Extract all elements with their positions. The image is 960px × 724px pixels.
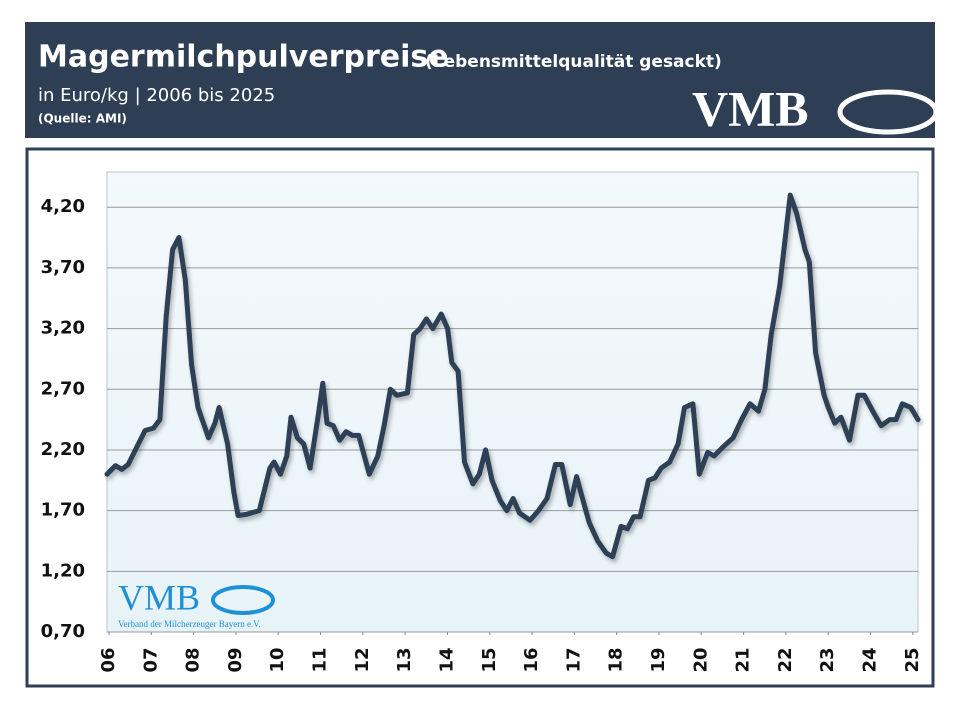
source: (Quelle: AMI)	[38, 112, 127, 126]
x-tick-label: 19	[648, 647, 669, 672]
y-tick-label: 2,70	[41, 378, 85, 399]
y-tick-label: 3,20	[41, 318, 85, 339]
x-tick-label: 06	[98, 647, 119, 672]
x-tick-label: 10	[267, 647, 288, 672]
x-tick-label: 23	[817, 647, 838, 672]
x-tick-label: 25	[902, 647, 923, 672]
y-tick-label: 1,70	[41, 500, 85, 521]
watermark-swirl	[211, 585, 275, 615]
x-tick-label: 17	[563, 647, 584, 672]
title-note: (Lebensmittelqualität gesackt)	[425, 52, 722, 72]
x-tick-label: 11	[310, 647, 331, 672]
price-line	[104, 192, 921, 560]
plot-area	[106, 171, 919, 633]
x-tick-label: 13	[394, 647, 415, 672]
y-tick-label: 0,70	[41, 621, 85, 642]
x-tick-label: 14	[436, 647, 457, 672]
watermark-text: Verband der Milcherzeuger Bayern e.V.	[118, 619, 261, 629]
logo-swirl	[837, 89, 939, 135]
y-tick-label: 4,20	[41, 196, 85, 217]
y-tick-label: 1,20	[41, 560, 85, 581]
x-tick-label: 16	[521, 647, 542, 672]
header	[25, 22, 935, 138]
y-tick-label: 2,20	[41, 439, 85, 460]
x-tick-label: 08	[183, 647, 204, 672]
x-tick-label: 24	[860, 647, 881, 672]
x-tick-label: 22	[775, 647, 796, 672]
subtitle: in Euro/kg | 2006 bis 2025	[38, 85, 275, 106]
x-tick-label: 20	[690, 647, 711, 672]
x-tick-label: 21	[733, 647, 754, 672]
x-tick-label: 12	[352, 647, 373, 672]
logo: VMB	[692, 80, 809, 136]
watermark-logo: VMB	[118, 577, 200, 617]
chart-title: Magermilchpulverpreise	[38, 40, 449, 75]
x-tick-label: 09	[225, 647, 246, 672]
y-tick-label: 3,70	[41, 257, 85, 278]
x-tick-label: 07	[140, 647, 161, 672]
x-tick-label: 18	[606, 647, 627, 672]
x-tick-label: 15	[479, 647, 500, 672]
